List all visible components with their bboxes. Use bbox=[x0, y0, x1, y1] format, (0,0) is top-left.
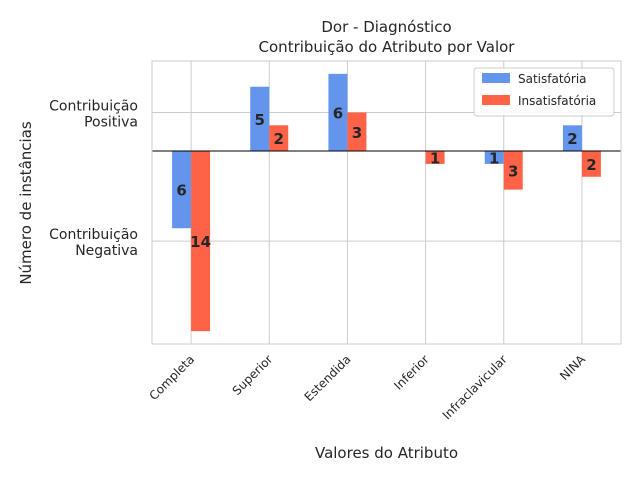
bar-label-insatisfatoria-completa: 14 bbox=[190, 233, 211, 251]
y-tick-label-line: Contribuição bbox=[49, 98, 138, 114]
x-tick-labels: Completa Superior Estendida Inferior Infracl… bbox=[146, 352, 588, 423]
bar-insatisfatoria-completa bbox=[191, 151, 211, 332]
legend-label-insatisfatoria: Insatisfatória bbox=[518, 94, 596, 108]
bar-satisfatoria-infraclavicular bbox=[484, 151, 504, 164]
bar-satisfatoria-completa bbox=[172, 151, 192, 229]
x-tick-label-completa: Completa bbox=[146, 352, 197, 403]
x-tick-label-inferior: Inferior bbox=[391, 352, 432, 393]
x-tick-label-estendida: Estendida bbox=[302, 352, 354, 404]
bar-label-satisfatoria-estendida: 6 bbox=[333, 104, 343, 122]
bars bbox=[152, 73, 621, 332]
x-tick-label-superior: Superior bbox=[230, 352, 276, 398]
y-tick-label: Contribuição Negativa bbox=[49, 227, 138, 259]
chart-title: Dor - Diagnóstico bbox=[321, 18, 451, 36]
legend: Satisfatória Insatisfatória bbox=[473, 67, 615, 117]
y-tick-label-line: Negativa bbox=[75, 243, 138, 259]
bar-insatisfatoria-estendida bbox=[347, 112, 367, 152]
bar-label-satisfatoria-completa: 6 bbox=[176, 182, 186, 200]
legend-swatch-insatisfatoria bbox=[482, 95, 510, 105]
bar-insatisfatoria-inferior bbox=[425, 151, 445, 164]
y-tick-label-line: Positiva bbox=[84, 114, 138, 130]
legend-swatch-satisfatoria bbox=[482, 73, 510, 83]
chart-subtitle: Contribuição do Atributo por Valor bbox=[259, 38, 516, 56]
bar-insatisfatoria-superior bbox=[269, 125, 289, 152]
bar-label-insatisfatoria-superior: 2 bbox=[274, 130, 284, 148]
bar-satisfatoria-estendida bbox=[328, 73, 348, 152]
legend-label-satisfatoria: Satisfatória bbox=[518, 72, 587, 86]
bar-label-insatisfatoria-infraclavicular: 3 bbox=[508, 162, 518, 180]
x-tick-label-nina: NINA bbox=[557, 352, 588, 383]
y-tick-label: Contribuição Positiva bbox=[49, 98, 138, 130]
bar-label-satisfatoria-superior: 5 bbox=[255, 111, 265, 129]
bar-insatisfatoria-nina bbox=[581, 151, 601, 177]
x-tick-label-infraclavicular: Infraclavicular bbox=[440, 352, 510, 422]
y-axis-label: Número de instâncias bbox=[17, 121, 35, 285]
bar-label-insatisfatoria-nina: 2 bbox=[586, 156, 596, 174]
bar-insatisfatoria-infraclavicular bbox=[503, 151, 523, 190]
x-axis-label: Valores do Atributo bbox=[315, 444, 458, 462]
y-tick-label-line: Contribuição bbox=[49, 227, 138, 243]
bar-satisfatoria-superior bbox=[250, 86, 270, 152]
bar-label-insatisfatoria-estendida: 3 bbox=[352, 124, 362, 142]
bar-satisfatoria-nina bbox=[562, 125, 582, 152]
bar-label-satisfatoria-nina: 2 bbox=[567, 130, 577, 148]
bar-label-insatisfatoria-inferior: 1 bbox=[430, 149, 440, 167]
bar-label-satisfatoria-infraclavicular: 1 bbox=[489, 149, 499, 167]
plot-frame bbox=[151, 60, 622, 345]
